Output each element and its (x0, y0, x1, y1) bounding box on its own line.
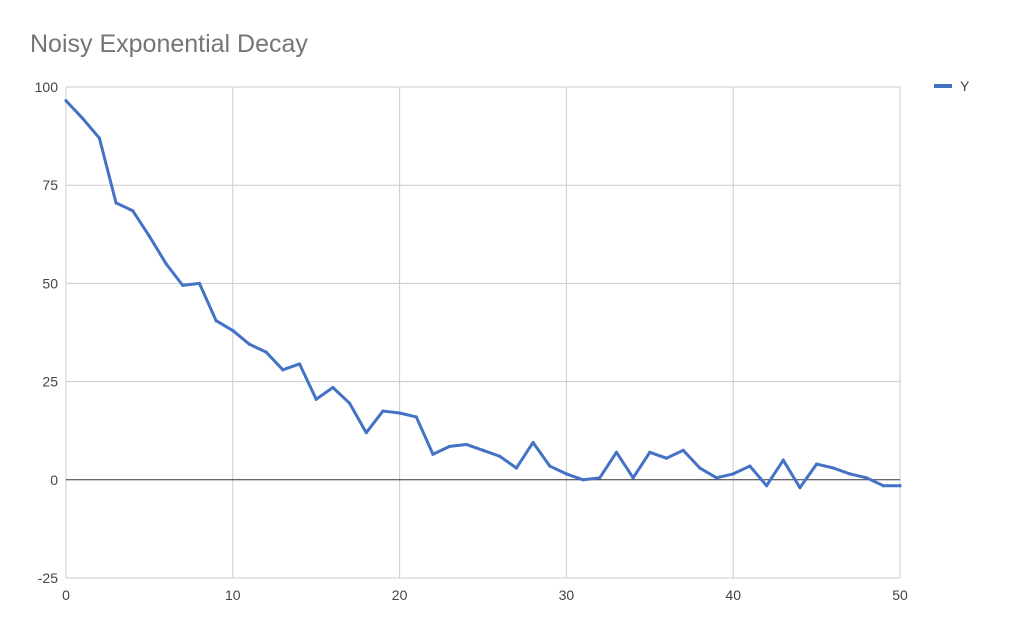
y-tick-label: 50 (42, 275, 58, 291)
data-point (231, 328, 235, 333)
y-tick-label: 25 (42, 374, 58, 390)
data-point (848, 472, 852, 476)
data-point (281, 368, 285, 372)
data-point (414, 415, 418, 419)
data-point (898, 484, 902, 488)
legend: Y (934, 78, 970, 94)
data-point (247, 342, 252, 346)
data-point (598, 476, 602, 480)
data-point (164, 262, 168, 266)
x-tick-label: 0 (62, 587, 70, 603)
data-point (564, 472, 569, 476)
data-point (81, 116, 85, 121)
grid-lines (65, 86, 901, 579)
data-point (197, 281, 202, 285)
data-point (448, 444, 452, 449)
x-tick-label: 20 (392, 587, 408, 603)
series-layer (64, 99, 902, 490)
data-point (364, 431, 368, 435)
data-point (865, 476, 869, 480)
data-point (881, 484, 885, 488)
x-tick-label: 30 (559, 587, 575, 603)
data-point (764, 484, 769, 488)
data-point (831, 466, 835, 470)
data-point (347, 401, 352, 405)
data-point (64, 99, 68, 103)
data-point (297, 362, 302, 366)
data-point (498, 454, 502, 458)
data-point (514, 466, 518, 470)
y-tick-label: 0 (50, 472, 58, 488)
data-point (698, 466, 702, 470)
data-point (331, 385, 335, 390)
data-point (481, 448, 485, 452)
data-point (314, 397, 318, 401)
data-point (464, 442, 468, 447)
data-point (581, 478, 585, 482)
data-point (431, 452, 435, 456)
data-point (97, 136, 101, 140)
data-point (648, 450, 652, 454)
data-point (531, 440, 535, 445)
data-point (214, 319, 218, 323)
data-point (748, 464, 752, 468)
data-point (781, 458, 785, 462)
data-point (631, 476, 635, 480)
y-tick-label: 75 (42, 177, 58, 193)
data-point (614, 450, 619, 454)
data-point (264, 350, 268, 354)
data-point (815, 462, 819, 466)
data-point (731, 472, 735, 476)
x-tick-label: 10 (225, 587, 241, 603)
data-point (664, 456, 669, 460)
data-point (381, 409, 385, 413)
data-point (114, 201, 118, 205)
series-line-y (64, 99, 902, 490)
legend-label: Y (960, 78, 970, 94)
x-tick-label: 40 (725, 587, 741, 603)
data-point (548, 464, 552, 468)
data-point (398, 411, 402, 415)
y-tick-label: -25 (38, 570, 58, 586)
data-point (131, 209, 135, 213)
data-point (681, 448, 685, 452)
data-point (147, 234, 151, 238)
data-point (714, 476, 719, 480)
y-tick-label: 100 (35, 79, 59, 95)
x-tick-label: 50 (892, 587, 908, 603)
data-point (798, 486, 802, 490)
chart-title: Noisy Exponential Decay (30, 30, 308, 58)
data-point (181, 283, 185, 287)
